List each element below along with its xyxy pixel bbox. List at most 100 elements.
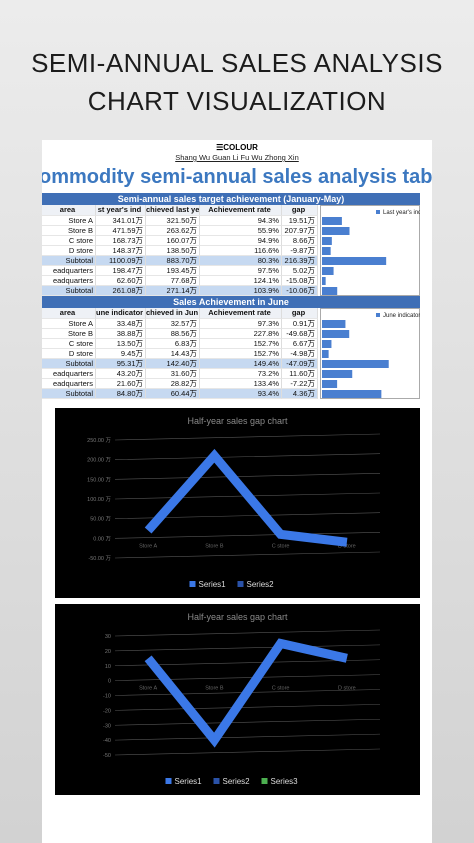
table-cell: 124.1% (200, 276, 282, 286)
page-title: CHART VISUALIZATION (87, 86, 387, 116)
table-cell: 1100.09万 (96, 256, 146, 266)
bar (322, 330, 350, 338)
y-tick-label: 100.00 万 (87, 496, 111, 503)
table-cell: Store B (42, 329, 96, 339)
table-cell: 73.2% (200, 369, 282, 379)
table-cell: 14.43万 (146, 349, 200, 359)
grid-line (114, 704, 381, 711)
ribbon (144, 638, 348, 748)
table-cell: 263.62万 (146, 226, 200, 236)
table-cell: Subtotal (42, 286, 96, 296)
table-cell: 271.14万 (146, 286, 200, 296)
mini-frame (320, 205, 420, 296)
table-cell: 93.4% (200, 389, 282, 399)
y-tick-label: 0 (108, 679, 111, 685)
table-cell: 133.4% (200, 379, 282, 389)
legend-swatch (213, 778, 220, 784)
table-cell: -49.68万 (282, 329, 318, 339)
column-header: Achievement rate (200, 205, 282, 216)
legend-label: Series1 (175, 777, 203, 786)
legend-swatch (376, 313, 380, 317)
legend-swatch (376, 210, 380, 214)
table-cell: -7.22万 (282, 379, 318, 389)
table-cell: 216.39万 (282, 256, 318, 266)
table-cell: -9.87万 (282, 246, 318, 256)
table-cell: 193.45万 (146, 266, 200, 276)
column-header: Achievement rate (200, 308, 282, 319)
table-cell: 152.7% (200, 339, 282, 349)
legend-label: Series2 (223, 777, 251, 786)
table-cell: 168.73万 (96, 236, 146, 246)
x-tick-label: Store A (139, 543, 157, 549)
table-cell: 95.31万 (96, 359, 146, 369)
table-cell: 84.80万 (96, 389, 146, 399)
table-cell: 148.37万 (96, 246, 146, 256)
y-tick-label: 0.00 万 (93, 535, 111, 542)
table-cell: Store A (42, 319, 96, 329)
y-tick-label: 30 (105, 634, 111, 640)
y-tick-label: 20 (105, 649, 111, 655)
column-header: area (42, 205, 96, 216)
bar (322, 287, 338, 295)
column-header: area (42, 308, 96, 319)
mini-chart: June indicators (320, 308, 420, 399)
legend-swatch (261, 778, 268, 784)
table-cell: 80.3% (200, 256, 282, 266)
chart-title: Half-year sales gap chart (187, 612, 288, 622)
table-cell: 13.50万 (96, 339, 146, 349)
table-cell: 149.4% (200, 359, 282, 369)
legend-label: Series1 (199, 580, 227, 589)
legend-swatch (189, 581, 196, 587)
grid-line (114, 644, 381, 652)
table-cell: eadquarters (42, 276, 96, 286)
table-cell: 38.88万 (96, 329, 146, 339)
y-tick-label: -10 (103, 694, 111, 700)
table-cell: 471.59万 (96, 226, 146, 236)
table-cell: D store (42, 349, 96, 359)
table-cell: 883.70万 (146, 256, 200, 266)
x-tick-label: Store B (205, 543, 224, 549)
y-tick-label: 200.00 万 (87, 457, 111, 464)
column-header: chieved last ye (146, 205, 200, 216)
y-tick-label: 150.00 万 (87, 476, 111, 483)
table-cell: 6.83万 (146, 339, 200, 349)
table-cell: eadquarters (42, 266, 96, 276)
table-cell: 341.01万 (96, 216, 146, 226)
table-cell: eadquarters (42, 369, 96, 379)
legend-label: June indicators (383, 313, 420, 319)
grid-line (114, 453, 381, 460)
table-title: Semi-annual sales target achievement (Ja… (42, 193, 420, 205)
y-tick-label: 10 (105, 664, 111, 670)
bar (322, 370, 353, 378)
x-tick-label: D store (338, 686, 356, 692)
table-cell: 97.3% (200, 319, 282, 329)
bar (322, 340, 332, 348)
bar (322, 320, 346, 328)
table-cell: 28.82万 (146, 379, 200, 389)
table-cell: 4.36万 (282, 389, 318, 399)
column-header: gap (282, 308, 318, 319)
table-cell: D store (42, 246, 96, 256)
x-tick-label: C store (272, 543, 290, 549)
table-cell: 207.97万 (282, 226, 318, 236)
legend-swatch (165, 778, 172, 784)
table-cell: 5.02万 (282, 266, 318, 276)
bar (322, 360, 389, 368)
chart-title: Half-year sales gap chart (187, 416, 288, 426)
grid-line (114, 629, 381, 637)
table-title: Sales Achievement in June (42, 296, 420, 308)
legend-label: Series3 (271, 777, 299, 786)
table-cell: 43.20万 (96, 369, 146, 379)
legend-label: Last year's index (383, 210, 420, 216)
column-header: st year's ind (96, 205, 146, 216)
table-cell: Subtotal (42, 389, 96, 399)
y-tick-label: -50 (103, 753, 111, 759)
table-cell: 261.08万 (96, 286, 146, 296)
grid-line (114, 473, 381, 480)
table-cell: 97.5% (200, 266, 282, 276)
legend-label: Series2 (247, 580, 275, 589)
bar (322, 350, 329, 358)
legend-swatch (237, 581, 244, 587)
y-tick-label: -50.00 万 (88, 555, 111, 562)
